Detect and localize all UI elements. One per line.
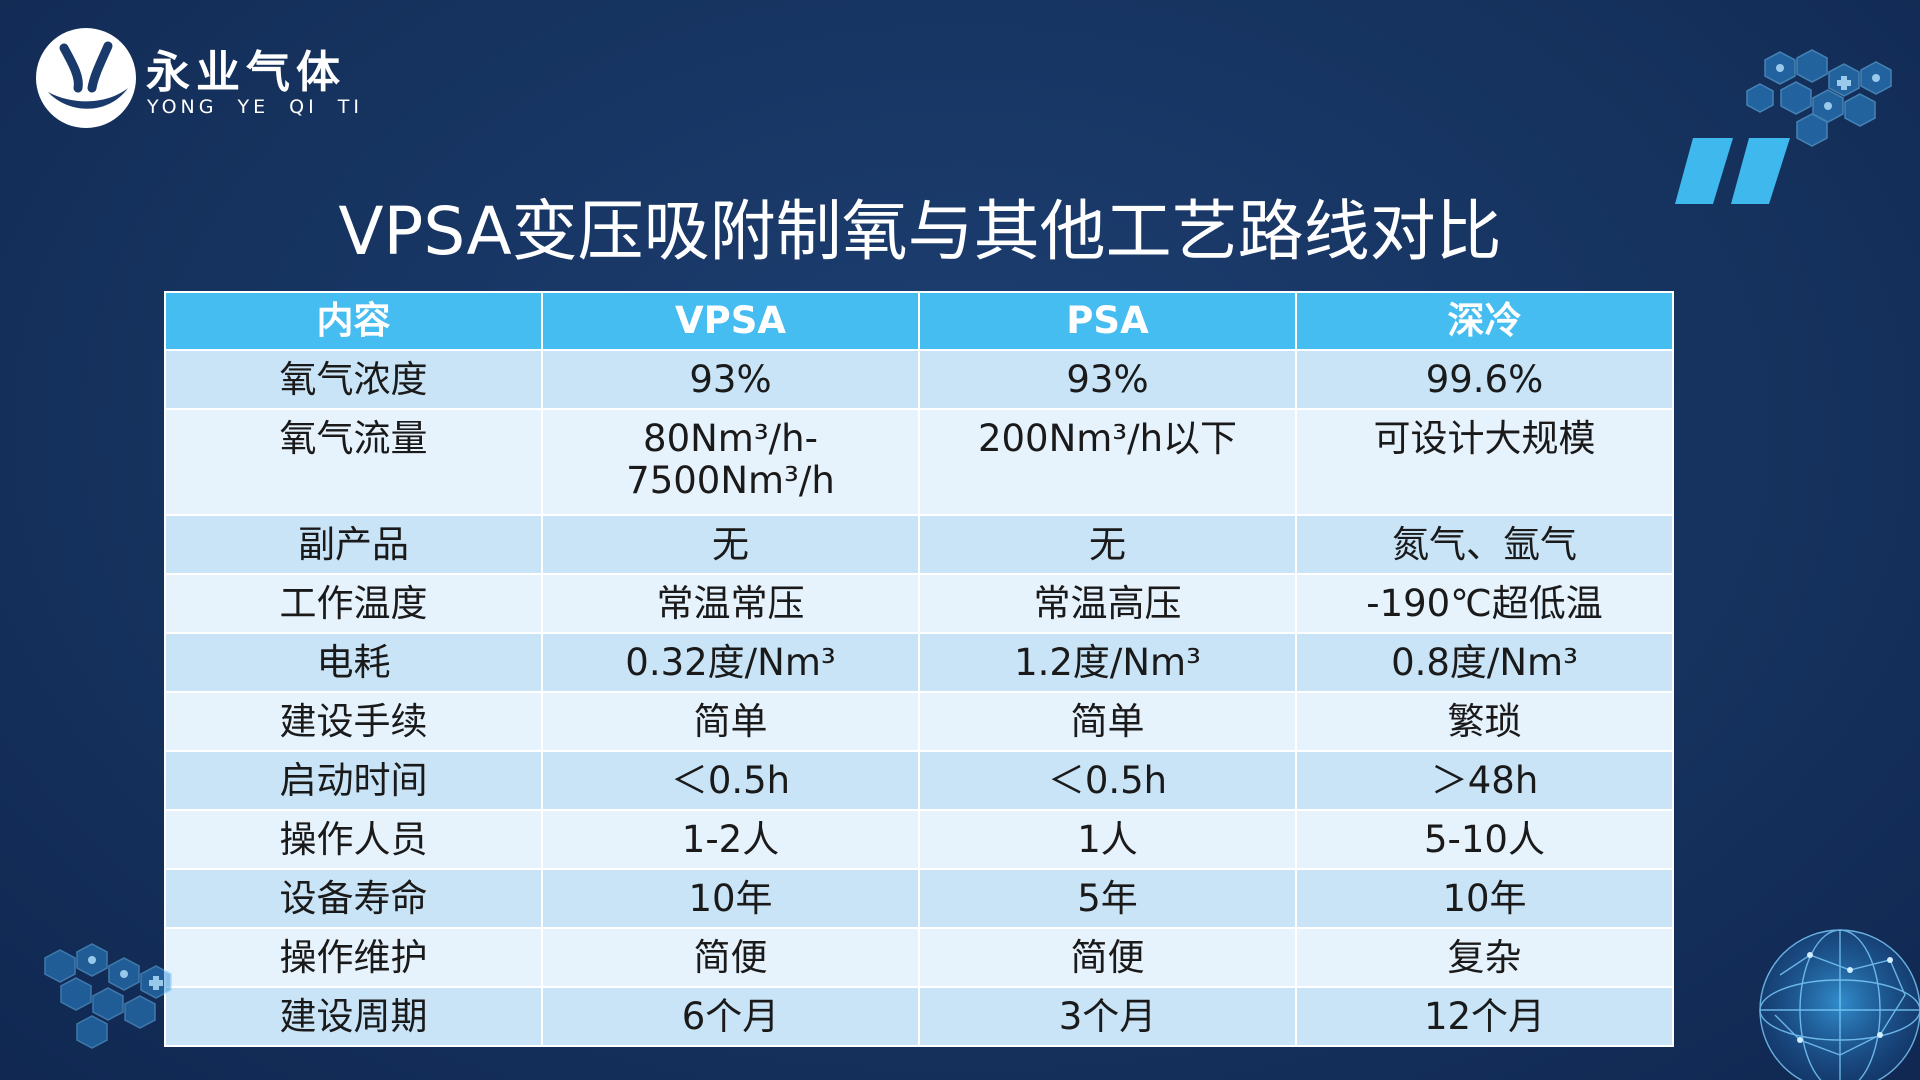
table-row: 设备寿命 10年 5年 10年 [164, 868, 1674, 929]
table-cell: 工作温度 [164, 573, 543, 634]
table-cell: 建设周期 [164, 986, 543, 1047]
header-cell: 深冷 [1295, 291, 1674, 351]
table-cell: ＜0.5h [541, 750, 920, 811]
table-row: 副产品 无 无 氮气、氩气 [164, 514, 1674, 575]
table-cell: 1人 [918, 809, 1297, 870]
table-cell: 氮气、氩气 [1295, 514, 1674, 575]
table-cell: 副产品 [164, 514, 543, 575]
hexagon-cluster-icon [1746, 49, 1892, 147]
logo-mark-icon [36, 28, 136, 128]
table-row: 建设手续 简单 简单 繁琐 [164, 691, 1674, 752]
table-row: 启动时间 ＜0.5h ＜0.5h ＞48h [164, 750, 1674, 811]
table-row: 操作人员 1-2人 1人 5-10人 [164, 809, 1674, 870]
table-header-row: 内容 VPSA PSA 深冷 [164, 291, 1674, 351]
header-cell: VPSA [541, 291, 920, 351]
table-cell: 常温高压 [918, 573, 1297, 634]
table-row: 操作维护 简便 简便 复杂 [164, 927, 1674, 988]
table-cell: 0.32度/Nm³ [541, 632, 920, 693]
table-cell: 氧气流量 [164, 408, 543, 516]
table-row: 工作温度 常温常压 常温高压 -190℃超低温 [164, 573, 1674, 634]
table-cell: 常温常压 [541, 573, 920, 634]
hexagon-cluster-icon [44, 943, 172, 1049]
table-cell: 1-2人 [541, 809, 920, 870]
table-cell: 简单 [541, 691, 920, 752]
table-cell: 复杂 [1295, 927, 1674, 988]
table-cell: 12个月 [1295, 986, 1674, 1047]
header-cell: 内容 [164, 291, 543, 351]
table-cell: 操作人员 [164, 809, 543, 870]
table-row: 电耗 0.32度/Nm³ 1.2度/Nm³ 0.8度/Nm³ [164, 632, 1674, 693]
table-cell: 可设计大规模 [1295, 408, 1674, 516]
table-cell: 6个月 [541, 986, 920, 1047]
table-cell: 无 [541, 514, 920, 575]
table-cell: 200Nm³/h以下 [918, 408, 1297, 516]
table-cell: 操作维护 [164, 927, 543, 988]
table-cell: -190℃超低温 [1295, 573, 1674, 634]
table-cell: 简便 [918, 927, 1297, 988]
table-cell: 无 [918, 514, 1297, 575]
table-row: 氧气浓度 93% 93% 99.6% [164, 349, 1674, 410]
company-logo: 永业气体 YONG YE QI TI [34, 26, 374, 136]
table-cell: 电耗 [164, 632, 543, 693]
table-cell: 93% [541, 349, 920, 410]
table-cell: 99.6% [1295, 349, 1674, 410]
table-cell: ＞48h [1295, 750, 1674, 811]
table-cell: 繁琐 [1295, 691, 1674, 752]
header-cell: PSA [918, 291, 1297, 351]
table-cell: 1.2度/Nm³ [918, 632, 1297, 693]
table-row: 建设周期 6个月 3个月 12个月 [164, 986, 1674, 1047]
logo-name-cn: 永业气体 [146, 47, 346, 98]
table-cell: 5-10人 [1295, 809, 1674, 870]
logo-name-en: YONG YE QI TI [147, 96, 363, 118]
table-cell: 0.8度/Nm³ [1295, 632, 1674, 693]
table-cell: 93% [918, 349, 1297, 410]
table-cell: 10年 [1295, 868, 1674, 929]
quote-mark-icon [1675, 138, 1790, 204]
table-cell: 简单 [918, 691, 1297, 752]
comparison-table: 内容 VPSA PSA 深冷 氧气浓度 93% 93% 99.6% 氧气流量 8… [164, 291, 1674, 1047]
table-cell: 启动时间 [164, 750, 543, 811]
table-cell: 5年 [918, 868, 1297, 929]
table-row: 氧气流量 80Nm³/h-7500Nm³/h 200Nm³/h以下 可设计大规模 [164, 408, 1674, 516]
table-cell: 建设手续 [164, 691, 543, 752]
table-cell: 设备寿命 [164, 868, 543, 929]
table-cell: ＜0.5h [918, 750, 1297, 811]
table-cell: 80Nm³/h-7500Nm³/h [541, 408, 920, 516]
table-cell: 简便 [541, 927, 920, 988]
globe-icon [1759, 929, 1920, 1080]
table-cell: 3个月 [918, 986, 1297, 1047]
table-cell: 氧气浓度 [164, 349, 543, 410]
table-cell: 10年 [541, 868, 920, 929]
page-title: VPSA变压吸附制氧与其他工艺路线对比 [338, 193, 1502, 270]
